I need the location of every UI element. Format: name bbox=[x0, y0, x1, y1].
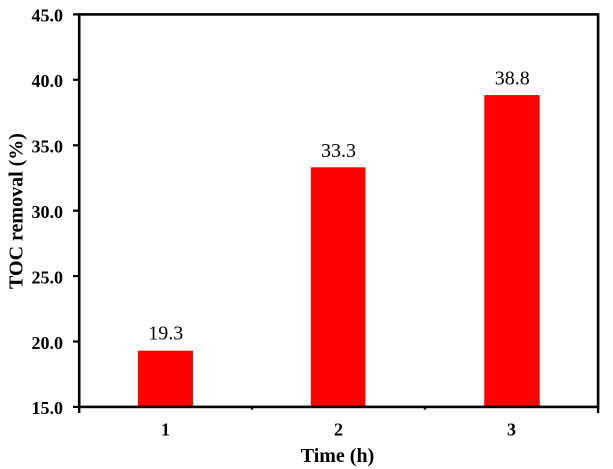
svg-text:25.0: 25.0 bbox=[32, 267, 64, 287]
svg-text:3: 3 bbox=[507, 419, 516, 439]
svg-text:20.0: 20.0 bbox=[32, 333, 64, 353]
svg-text:45.0: 45.0 bbox=[32, 6, 64, 26]
svg-text:35.0: 35.0 bbox=[32, 137, 64, 157]
svg-text:19.3: 19.3 bbox=[148, 323, 183, 345]
svg-text:33.3: 33.3 bbox=[321, 140, 356, 162]
svg-text:TOC removal (%): TOC removal (%) bbox=[6, 133, 28, 289]
svg-text:40.0: 40.0 bbox=[32, 71, 64, 91]
svg-text:30.0: 30.0 bbox=[32, 202, 64, 222]
svg-text:Time (h): Time (h) bbox=[301, 445, 375, 467]
svg-text:15.0: 15.0 bbox=[32, 398, 64, 418]
svg-text:1: 1 bbox=[161, 419, 170, 439]
svg-text:2: 2 bbox=[334, 419, 343, 439]
svg-text:38.8: 38.8 bbox=[495, 67, 530, 89]
